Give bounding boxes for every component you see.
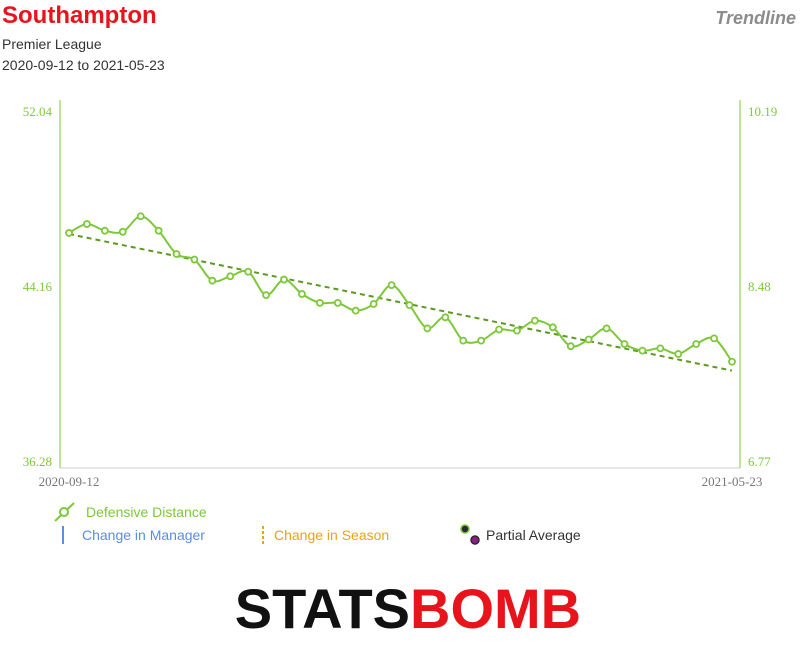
trend-line [68, 233, 733, 372]
data-point [710, 334, 718, 343]
data-point [692, 340, 701, 348]
legend-partial[interactable]: Partial Average [458, 523, 581, 547]
data-point [387, 281, 396, 290]
y-left-tick-label: 36.28 [23, 454, 52, 469]
y-left-tick-label: 52.04 [23, 104, 53, 119]
league-name: Premier League [2, 36, 102, 52]
data-point [566, 342, 575, 351]
data-point [495, 325, 503, 334]
data-point [226, 272, 235, 281]
legend-season[interactable]: Change in Season [260, 525, 389, 545]
data-point [441, 313, 450, 322]
data-point [262, 291, 271, 300]
data-point [280, 275, 288, 284]
data-point [513, 326, 521, 335]
data-point [620, 340, 629, 348]
data-point [584, 335, 593, 344]
data-point [656, 344, 665, 353]
data-point [172, 250, 181, 258]
x-tick-label: 2021-05-23 [702, 474, 763, 489]
legend-manager[interactable]: Change in Manager [60, 525, 205, 545]
data-point [423, 324, 432, 333]
view-label[interactable]: Trendline [715, 8, 796, 28]
x-tick-label: 2020-09-12 [39, 474, 100, 489]
data-point [333, 298, 342, 307]
brand-left: STATS [235, 578, 410, 640]
data-point [100, 226, 109, 235]
data-point [65, 229, 73, 237]
data-point [728, 357, 736, 366]
data-point [459, 336, 468, 345]
y-right-tick-label: 10.19 [748, 104, 777, 119]
data-point [674, 350, 683, 358]
data-point [190, 255, 199, 264]
brand-right: BOMB [410, 578, 581, 640]
data-point [118, 227, 127, 236]
data-point [548, 323, 557, 332]
data-point [369, 300, 378, 308]
data-point [208, 276, 217, 285]
y-right-tick-label: 6.77 [748, 454, 771, 469]
legend-season-label: Change in Season [274, 527, 390, 543]
data-point [315, 298, 324, 307]
team-title: Southampton [2, 2, 157, 29]
data-point [638, 346, 647, 355]
data-point [530, 316, 539, 325]
data-point [298, 290, 306, 298]
legend-series[interactable]: Defensive Distance [52, 500, 207, 524]
data-point [477, 336, 486, 345]
season-change-icon [262, 526, 264, 544]
manager-change-icon [62, 526, 64, 544]
data-point [83, 220, 91, 228]
legend-partial-label: Partial Average [486, 527, 581, 543]
series-line [68, 215, 733, 363]
data-point [136, 212, 145, 221]
partial-average-icon [460, 524, 480, 545]
series-legend-icon [54, 502, 75, 522]
data-point [602, 324, 611, 333]
data-point [244, 267, 253, 276]
data-point [154, 226, 163, 235]
statsbomb-logo: STATS BOMB [0, 577, 800, 645]
legend-manager-label: Change in Manager [82, 527, 205, 543]
data-point [351, 306, 360, 315]
legend-series-label: Defensive Distance [86, 504, 207, 520]
y-left-tick-label: 44.16 [23, 279, 53, 294]
trend-chart: 52.04 44.16 36.28 10.19 8.48 6.77 2020-09-12 20… [23, 100, 777, 489]
data-point [405, 301, 414, 309]
date-range: 2020-09-12 to 2021-05-23 [2, 57, 165, 73]
y-right-tick-label: 8.48 [748, 279, 771, 294]
